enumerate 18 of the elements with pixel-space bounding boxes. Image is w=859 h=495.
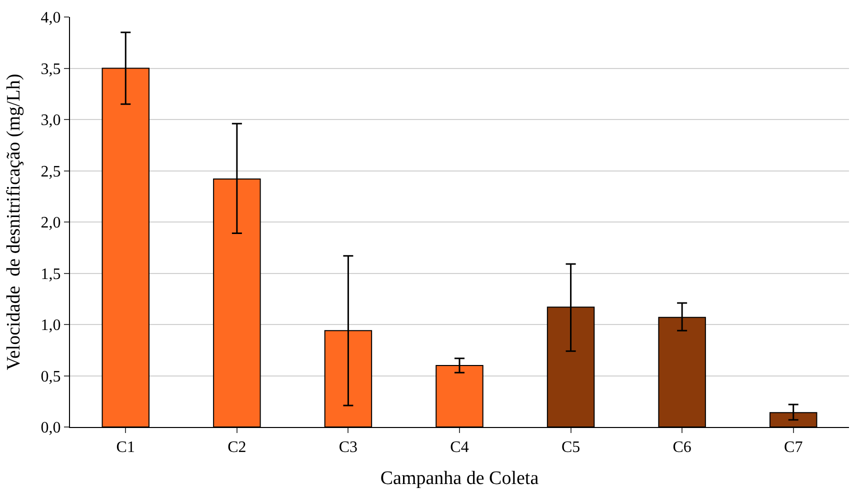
- y-axis-title: Velocidade de desnitrificação (mg/Lh): [4, 74, 25, 370]
- y-tick-label: 1,5: [40, 266, 61, 283]
- x-tick-label: C2: [228, 439, 246, 456]
- y-tick-label: 2,5: [40, 163, 61, 180]
- y-tick-label: 1,0: [40, 317, 61, 334]
- y-tick-label: 3,5: [40, 60, 61, 78]
- x-axis-title: Campanha de Coleta: [380, 468, 540, 489]
- y-tick-label: 2,0: [40, 214, 61, 232]
- x-tick-label: C3: [338, 439, 358, 456]
- y-tick-label: 4,0: [40, 10, 61, 27]
- x-tick-label: C6: [672, 439, 692, 456]
- x-tick-label: C4: [450, 439, 469, 456]
- x-tick-label: C1: [116, 439, 135, 456]
- x-tick-label: C7: [784, 439, 803, 456]
- y-tick-label: 0,0: [40, 420, 61, 437]
- y-tick-label: 3,0: [40, 112, 61, 130]
- y-tick-label: 0,5: [40, 368, 61, 386]
- x-tick-label: C5: [561, 439, 580, 456]
